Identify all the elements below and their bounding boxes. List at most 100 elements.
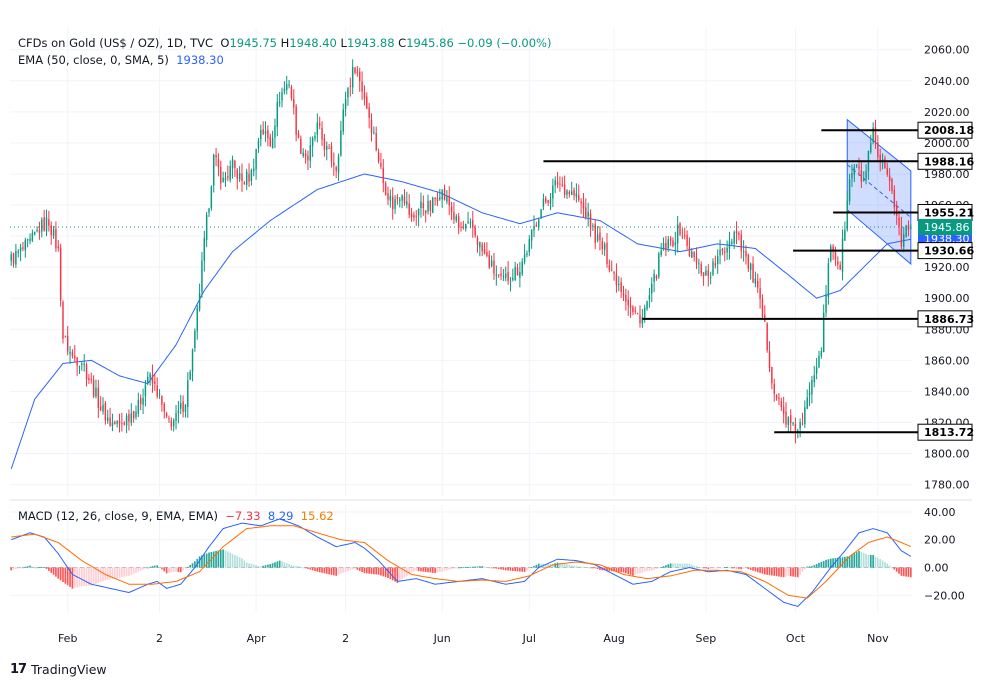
macd-hist-bar	[215, 550, 217, 568]
macd-hist-bar	[146, 567, 149, 569]
candle-body	[780, 401, 783, 408]
macd-hist-bar	[10, 567, 13, 571]
macd-hist-bar	[763, 567, 766, 575]
macd-hist-bar	[653, 567, 655, 570]
macd-hist-bar	[846, 556, 849, 568]
macd-hist-value: −7.33	[225, 509, 261, 523]
candle-body	[615, 274, 618, 286]
tradingview-logo[interactable]: 17 TradingView	[10, 662, 107, 677]
candle-body	[848, 179, 851, 202]
macd-hist-bar	[132, 567, 135, 574]
macd-hist-bar	[45, 567, 48, 569]
candle-body	[620, 282, 622, 293]
candle-body	[773, 383, 775, 394]
macd-hist-bar	[375, 567, 378, 575]
candle-body	[804, 407, 806, 425]
candle-body	[399, 199, 401, 202]
macd-hist-bar	[519, 567, 521, 572]
current-price-tag	[918, 218, 972, 235]
macd-hist-bar	[669, 563, 672, 568]
candle-body	[580, 201, 582, 204]
candle-body	[50, 225, 52, 236]
macd-hist-bar	[540, 563, 542, 568]
candle-body	[778, 397, 780, 400]
ema-legend[interactable]: EMA (50, close, 0, SMA, 5) 1938.30	[18, 53, 224, 67]
candle-body	[526, 253, 528, 255]
macd-hist-bar	[836, 557, 839, 568]
candle-body	[222, 177, 224, 183]
macd-hist-bar	[97, 567, 100, 583]
macd-hist-bar	[613, 567, 615, 572]
candle-body	[205, 214, 208, 240]
macd-hist-bar	[271, 563, 274, 568]
macd-hist-bar	[858, 550, 860, 568]
candle-body	[43, 217, 45, 231]
macd-hist-bar	[460, 567, 462, 569]
candle-body	[658, 253, 660, 277]
candle-body	[333, 162, 335, 166]
candle-body	[342, 109, 344, 132]
candle-body	[26, 239, 29, 241]
macd-hist-bar	[752, 567, 754, 571]
candle-body	[608, 265, 611, 271]
macd-hist-bar	[135, 567, 137, 573]
candle-body	[436, 198, 439, 202]
macd-hist-bar	[822, 560, 825, 568]
macd-hist-bar	[570, 565, 573, 568]
macd-legend[interactable]: MACD (12, 26, close, 9, EMA, EMA) −7.33 …	[18, 509, 334, 523]
macd-hist-bar	[307, 567, 309, 569]
macd-hist-bar	[493, 567, 495, 569]
candle-body	[549, 199, 552, 204]
candle-body	[380, 163, 382, 167]
macd-hist-bar	[636, 567, 639, 575]
macd-hist-bar	[811, 566, 813, 568]
macd-hist-bar	[248, 563, 250, 568]
macd-hist-bar	[344, 567, 347, 572]
macd-hist-bar	[587, 567, 589, 569]
candle-body	[22, 247, 24, 249]
macd-hist-bar	[66, 567, 69, 586]
candle-body	[686, 234, 688, 246]
macd-hist-bar	[688, 563, 691, 568]
candle-body	[910, 226, 912, 229]
candle-body	[210, 186, 213, 209]
macd-hist-bar	[333, 567, 335, 576]
signal-line	[11, 525, 912, 599]
ema-legend-value: 1938.30	[176, 53, 224, 67]
macd-hist-bar	[530, 567, 533, 569]
macd-hist-bar	[559, 562, 561, 568]
macd-hist-bar	[328, 567, 330, 575]
candle-body	[825, 294, 827, 313]
candle-body	[241, 173, 243, 182]
macd-hist-bar	[855, 552, 858, 568]
macd-hist-bar	[486, 566, 488, 568]
candle-body	[220, 166, 222, 184]
macd-hist-bar	[888, 565, 891, 568]
candle-body	[681, 236, 684, 238]
macd-hist-bar	[325, 567, 328, 574]
candle-body	[830, 246, 832, 261]
macd-hist-bar	[52, 567, 55, 575]
candle-body	[651, 283, 653, 294]
candle-body	[789, 415, 792, 424]
macd-hist-bar	[643, 567, 646, 572]
candle-body	[460, 226, 462, 228]
candle-body	[806, 397, 808, 409]
macd-hist-bar	[191, 563, 194, 568]
candle-body	[691, 251, 693, 258]
candle-body	[196, 307, 198, 332]
open-label: O	[220, 36, 230, 50]
candle-body	[238, 172, 241, 180]
macd-tick-label: 40.00	[924, 506, 956, 519]
macd-hist-bar	[337, 567, 340, 575]
candle-body	[52, 229, 55, 236]
time-tick-label: Aug	[603, 632, 624, 645]
macd-hist-bar	[241, 558, 243, 568]
candle-body	[234, 160, 236, 169]
macd-hist-bar	[142, 567, 144, 570]
macd-hist-bar	[71, 567, 74, 589]
macd-hist-bar	[625, 567, 627, 574]
macd-hist-bar	[283, 562, 286, 568]
macd-hist-bar	[632, 567, 634, 576]
